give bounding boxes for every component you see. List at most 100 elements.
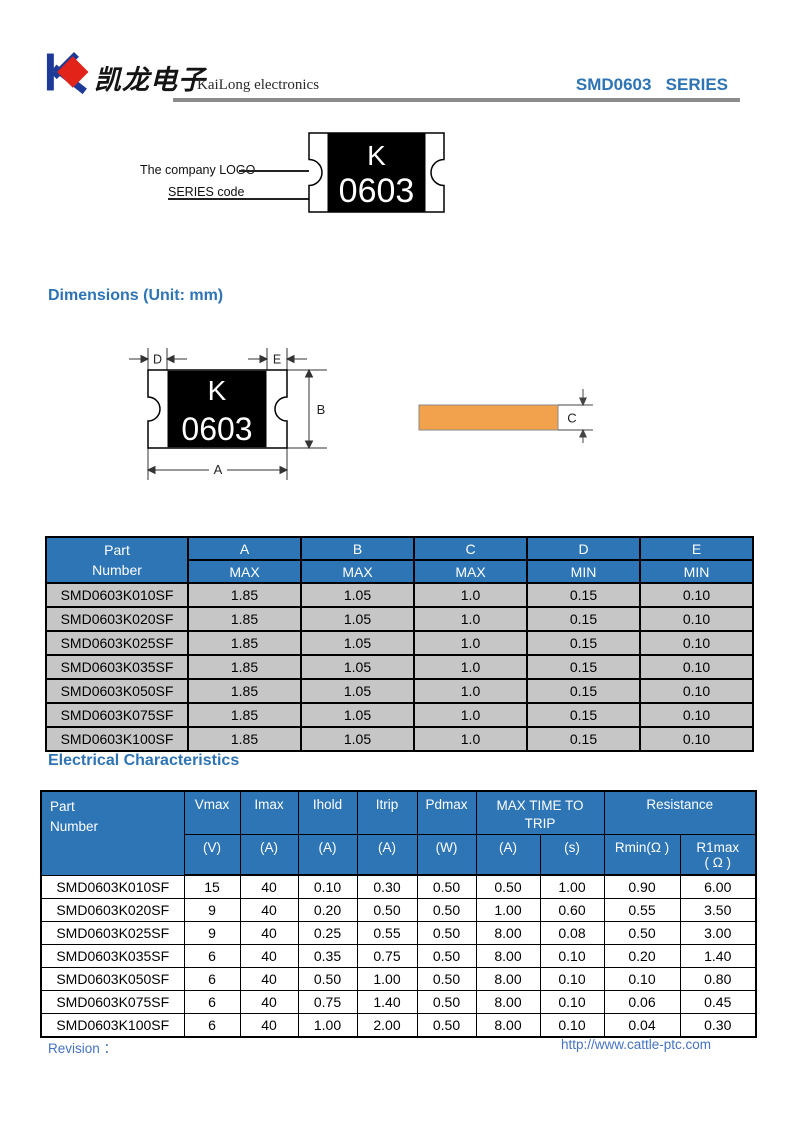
- part-number-cell: SMD0603K010SF: [45, 582, 189, 608]
- table-row: SMD0603K035SF 6 40 0.35 0.75 0.50 8.00 0.10 0.20…: [40, 944, 757, 968]
- part-header-line2: Number: [50, 819, 99, 834]
- elec-unit-rmin: Rmin(Ω ): [603, 834, 681, 876]
- dim-limit-c: MAX: [413, 559, 528, 584]
- part-number-cell: SMD0603K025SF: [45, 630, 189, 656]
- table-row: SMD0603K010SF 1.85 1.05 1.0 0.15 0.10: [45, 582, 754, 608]
- value-cell: 1.85: [187, 726, 302, 752]
- value-cell: 1.00: [539, 874, 605, 899]
- part-header-line1: Part: [50, 799, 75, 814]
- value-cell: 1.05: [300, 654, 415, 680]
- value-cell: 0.55: [603, 898, 681, 922]
- company-name-english: KaiLong electronics: [197, 77, 320, 93]
- header-rule: [173, 98, 740, 102]
- dim-header-part: Part Number: [45, 536, 189, 584]
- value-cell: 0.15: [526, 630, 641, 656]
- value-cell: 1.0: [413, 606, 528, 632]
- logo-diamond: [57, 56, 89, 88]
- value-cell: 0.50: [416, 921, 477, 945]
- elec-unit-r1max: R1max ( Ω ): [679, 834, 757, 876]
- part-number-cell: SMD0603K075SF: [40, 990, 185, 1014]
- value-cell: 0.08: [539, 921, 605, 945]
- value-cell: 1.00: [475, 898, 541, 922]
- value-cell: 1.85: [187, 654, 302, 680]
- part-number-cell: SMD0603K050SF: [40, 967, 185, 991]
- table-row: SMD0603K050SF 6 40 0.50 1.00 0.50 8.00 0.10 0.10…: [40, 967, 757, 991]
- value-cell: 0.50: [416, 944, 477, 968]
- value-cell: 0.10: [297, 874, 358, 899]
- value-cell: 0.45: [679, 990, 757, 1014]
- value-cell: 0.50: [416, 898, 477, 922]
- r1max-line2: ( Ω ): [704, 855, 732, 870]
- part-number-cell: SMD0603K010SF: [40, 874, 185, 899]
- value-cell: 1.85: [187, 702, 302, 728]
- part-number-cell: SMD0603K025SF: [40, 921, 185, 945]
- value-cell: 0.80: [679, 967, 757, 991]
- part-number-cell: SMD0603K050SF: [45, 678, 189, 704]
- value-cell: 0.50: [416, 967, 477, 991]
- value-cell: 0.30: [679, 1013, 757, 1038]
- value-cell: 15: [183, 874, 241, 899]
- dim-limit-e: MIN: [639, 559, 754, 584]
- elec-unit-a4: (A): [475, 834, 541, 876]
- value-cell: 8.00: [475, 990, 541, 1014]
- part-number-cell: SMD0603K100SF: [40, 1013, 185, 1038]
- value-cell: 9: [183, 898, 241, 922]
- chip-mark: K: [208, 375, 227, 406]
- value-cell: 1.05: [300, 606, 415, 632]
- value-cell: 0.50: [416, 874, 477, 899]
- elec-unit-a2: (A): [297, 834, 358, 876]
- dim-label-b: B: [317, 402, 326, 417]
- dim-limit-a: MAX: [187, 559, 302, 584]
- value-cell: 1.00: [356, 967, 418, 991]
- kailong-logo-icon: [46, 52, 89, 94]
- value-cell: 0.10: [639, 630, 754, 656]
- company-name-chinese: 凯龙电子: [94, 65, 206, 95]
- value-cell: 0.50: [416, 1013, 477, 1038]
- value-cell: 1.0: [413, 630, 528, 656]
- value-cell: 1.05: [300, 630, 415, 656]
- value-cell: 0.15: [526, 582, 641, 608]
- chip-illustration: K 0603: [308, 132, 445, 213]
- value-cell: 1.40: [356, 990, 418, 1014]
- value-cell: 1.0: [413, 726, 528, 752]
- value-cell: 0.90: [603, 874, 681, 899]
- elec-unit-v: (V): [183, 834, 241, 876]
- chip-body: [327, 133, 426, 212]
- pointer-line-series: [168, 198, 350, 200]
- part-number-cell: SMD0603K075SF: [45, 702, 189, 728]
- value-cell: 1.0: [413, 678, 528, 704]
- site-url[interactable]: http://www.cattle-ptc.com: [560, 1037, 711, 1052]
- table-row: SMD0603K100SF 6 40 1.00 2.00 0.50 8.00 0.10 0.04…: [40, 1013, 757, 1038]
- elec-header-part: Part Number: [40, 790, 185, 876]
- value-cell: 40: [239, 944, 299, 968]
- value-cell: 0.15: [526, 702, 641, 728]
- value-cell: 40: [239, 921, 299, 945]
- value-cell: 0.75: [356, 944, 418, 968]
- value-cell: 0.75: [297, 990, 358, 1014]
- dim-limit-b: MAX: [300, 559, 415, 584]
- value-cell: 8.00: [475, 967, 541, 991]
- value-cell: 0.20: [603, 944, 681, 968]
- table-row: SMD0603K020SF 1.85 1.05 1.0 0.15 0.10: [45, 606, 754, 632]
- electrical-heading: Electrical Characteristics: [48, 752, 240, 769]
- value-cell: 0.50: [356, 898, 418, 922]
- dimension-arrows: [558, 389, 593, 443]
- part-number-cell: SMD0603K100SF: [45, 726, 189, 752]
- value-cell: 0.10: [539, 1013, 605, 1038]
- elec-header-itrip: Itrip: [356, 790, 418, 835]
- value-cell: 3.00: [679, 921, 757, 945]
- dim-label-d: D: [153, 353, 162, 367]
- value-cell: 40: [239, 967, 299, 991]
- value-cell: 2.00: [356, 1013, 418, 1038]
- part-number-cell: SMD0603K035SF: [40, 944, 185, 968]
- dim-header-b: B: [300, 536, 415, 561]
- value-cell: 6: [183, 1013, 241, 1038]
- table-row: SMD0603K050SF 1.85 1.05 1.0 0.15 0.10: [45, 678, 754, 704]
- r1max-line1: R1max: [696, 840, 740, 855]
- table-row: SMD0603K075SF 1.85 1.05 1.0 0.15 0.10: [45, 702, 754, 728]
- value-cell: 1.85: [187, 678, 302, 704]
- elec-unit-s: (s): [539, 834, 605, 876]
- part-number-cell: SMD0603K020SF: [45, 606, 189, 632]
- value-cell: 8.00: [475, 921, 541, 945]
